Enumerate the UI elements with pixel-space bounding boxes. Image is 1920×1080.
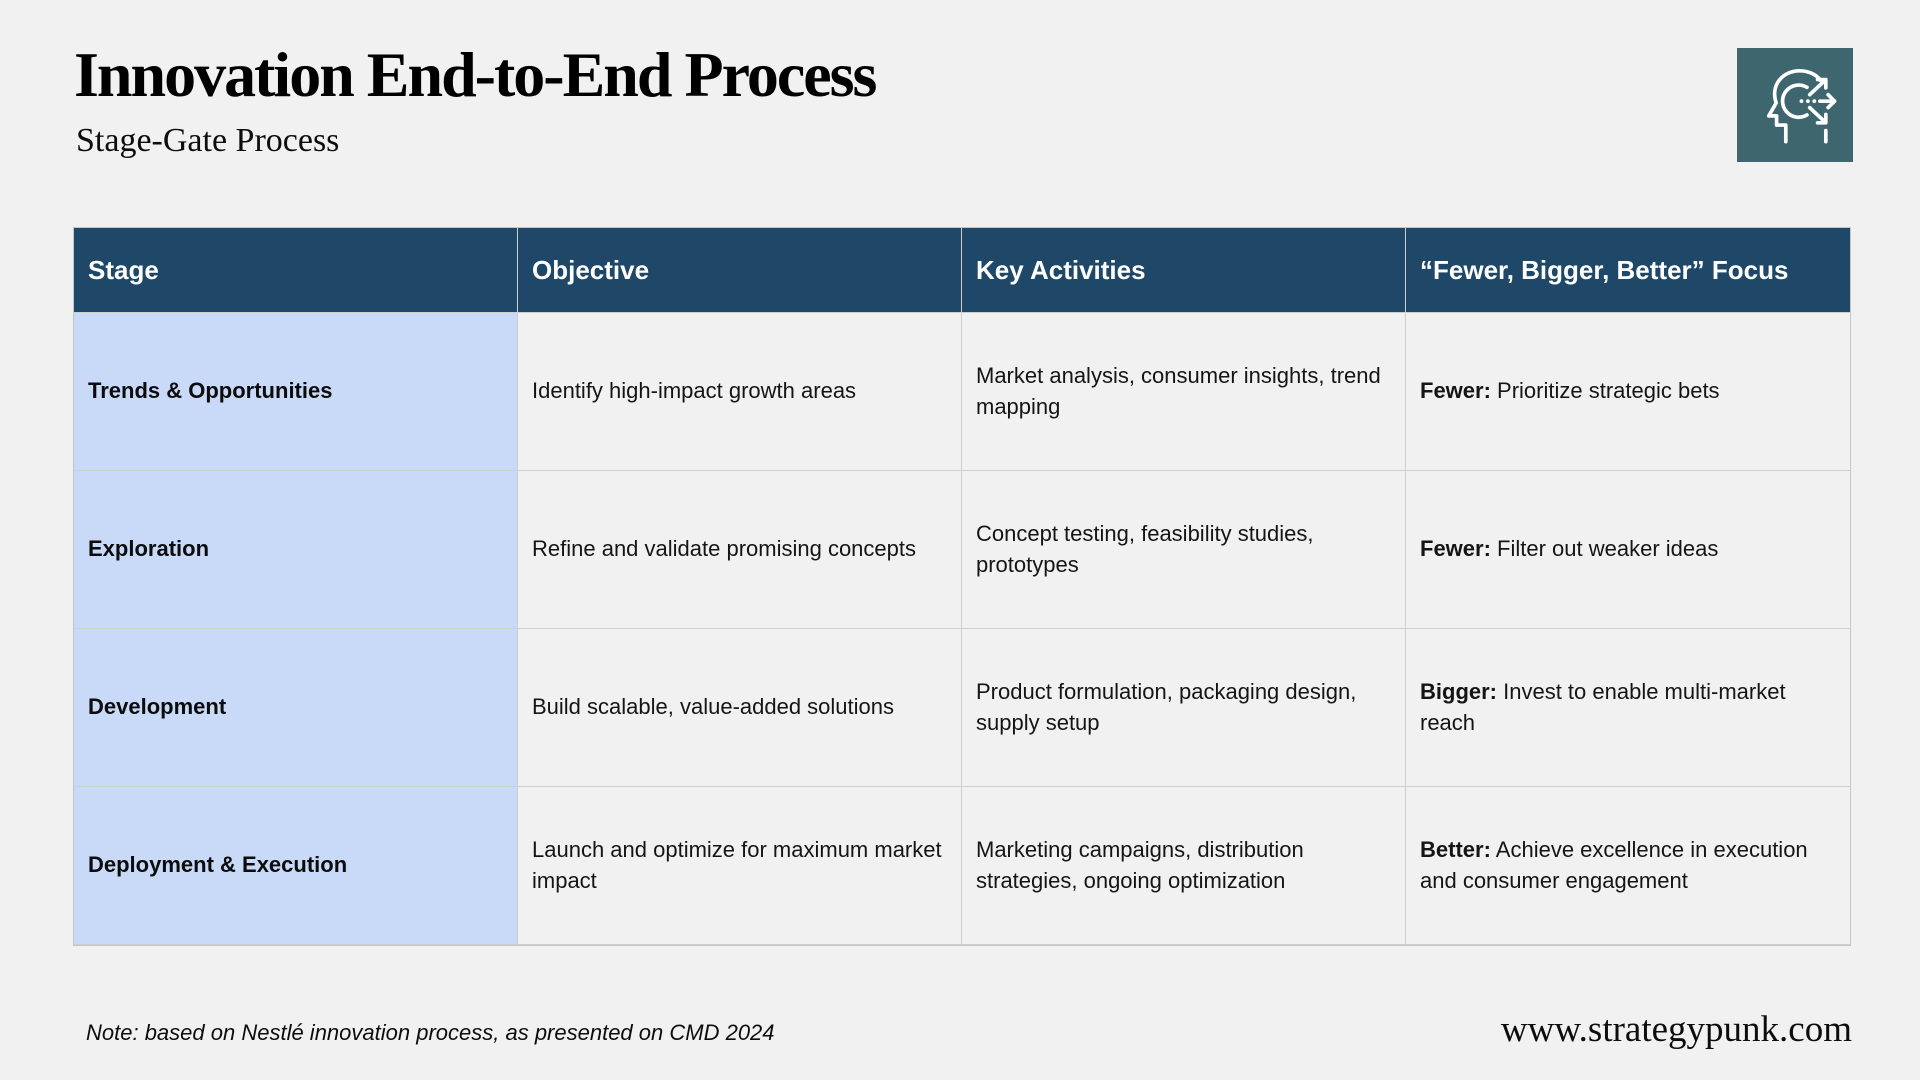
stage-cell: Trends & Opportunities [74,313,518,471]
focus-text: Invest to enable multi-market reach [1420,678,1786,735]
focus-text: Prioritize strategic bets [1490,378,1720,404]
key-activities-cell: Product formulation, packaging design, s… [962,629,1406,787]
objective-cell: Identify high-impact growth areas [518,313,962,471]
column-header-key-activities: Key Activities [962,228,1406,313]
objective-cell: Build scalable, value-added solutions [518,629,962,787]
page-title: Innovation End-to-End Process [74,39,877,110]
column-header-stage: Stage [74,228,518,313]
source-note: Note: based on Nestlé innovation process… [86,1020,775,1045]
website-url: www.strategypunk.com [1500,1009,1852,1050]
column-header-focus: “Fewer, Bigger, Better” Focus [1406,228,1850,313]
focus-cell: Better: Achieve excellence in execution … [1406,787,1850,945]
key-activities-cell: Marketing campaigns, distribution strate… [962,787,1406,945]
key-activities-cell: Concept testing, feasibility studies, pr… [962,471,1406,629]
page-subtitle: Stage-Gate Process [76,122,340,159]
stage-cell: Exploration [74,471,518,629]
key-activities-cell: Market analysis, consumer insights, tren… [962,313,1406,471]
focus-prefix: Fewer: [1420,378,1491,404]
stage-gate-table: Stage Objective Key Activities “Fewer, B… [73,227,1851,946]
stage-cell: Development [74,629,518,787]
head-with-arrows-icon [1749,57,1841,154]
objective-cell: Launch and optimize for maximum market i… [518,787,962,945]
objective-cell: Refine and validate promising concepts [518,471,962,629]
focus-cell: Bigger: Invest to enable multi-market re… [1406,629,1850,787]
focus-prefix: Bigger: [1420,678,1497,704]
strategypunk-logo [1737,48,1853,162]
focus-prefix: Better: [1420,836,1491,862]
focus-cell: Fewer: Prioritize strategic bets [1406,313,1850,471]
focus-cell: Fewer: Filter out weaker ideas [1406,471,1850,629]
focus-prefix: Fewer: [1420,536,1491,562]
stage-cell: Deployment & Execution [74,787,518,945]
focus-text: Achieve excellence in execution and cons… [1420,836,1808,893]
column-header-objective: Objective [518,228,962,313]
focus-text: Filter out weaker ideas [1490,536,1719,562]
